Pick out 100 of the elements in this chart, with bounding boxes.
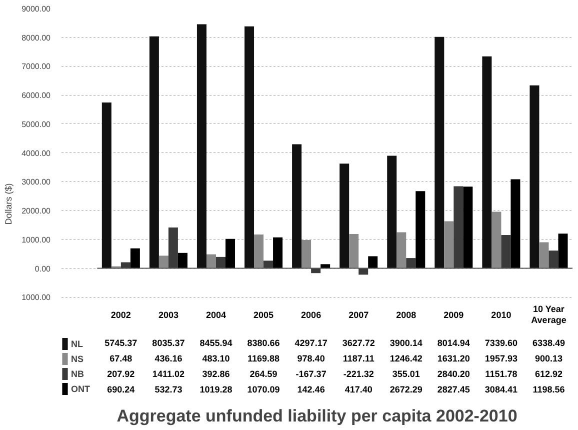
bar bbox=[492, 212, 502, 268]
data-label: 8380.66 bbox=[247, 338, 280, 348]
x-tick-label: 2010 bbox=[491, 310, 512, 320]
y-tick-label: 9000.00 bbox=[22, 4, 52, 14]
data-label: 1151.78 bbox=[485, 368, 518, 379]
y-tick-label: 2000.00 bbox=[22, 206, 52, 216]
y-tick-label: 8000.00 bbox=[22, 33, 52, 42]
bar bbox=[539, 242, 549, 268]
x-tick-label: 2007 bbox=[348, 310, 369, 320]
bar bbox=[196, 24, 206, 268]
bar bbox=[340, 164, 350, 268]
legend-label: ONT bbox=[71, 382, 91, 396]
x-tick-label: 2009 bbox=[444, 310, 464, 320]
data-label: 1631.20 bbox=[437, 354, 470, 364]
data-label: 3084.41 bbox=[484, 384, 518, 394]
x-tick-label: 2003 bbox=[158, 310, 178, 320]
bar bbox=[548, 250, 558, 268]
bar bbox=[454, 186, 464, 268]
bar bbox=[558, 234, 568, 268]
bar bbox=[149, 36, 159, 268]
bar bbox=[396, 232, 406, 268]
data-label: 1957.93 bbox=[484, 354, 518, 364]
data-label: 690.24 bbox=[107, 384, 135, 394]
data-label: 1198.56 bbox=[532, 384, 565, 394]
bar bbox=[320, 264, 330, 268]
data-label: 3900.14 bbox=[390, 338, 422, 348]
x-tick-label: 2002 bbox=[110, 310, 131, 320]
data-label: 7339.60 bbox=[484, 338, 518, 348]
data-label: 2840.20 bbox=[437, 368, 470, 379]
data-label: 355.01 bbox=[392, 368, 420, 379]
y-tick-label: 4000.00 bbox=[22, 148, 52, 158]
bar bbox=[292, 144, 302, 268]
bar bbox=[416, 191, 426, 268]
data-label: 532.73 bbox=[154, 384, 182, 394]
data-label: 483.10 bbox=[202, 354, 230, 364]
x-tick-label: 2008 bbox=[396, 310, 416, 320]
data-label: 612.92 bbox=[534, 368, 562, 379]
bar bbox=[130, 248, 140, 268]
bar bbox=[368, 256, 378, 268]
data-label: 392.86 bbox=[202, 368, 230, 379]
text: Aggregate unfunded liability per capita 2002-2010 bbox=[116, 406, 518, 426]
data-label: 1246.42 bbox=[390, 354, 422, 364]
y-tick-label: 1000.00 bbox=[22, 293, 52, 302]
legend-label: NB bbox=[71, 368, 85, 380]
bar bbox=[168, 228, 178, 268]
legend-label: NL bbox=[71, 338, 84, 350]
y-tick-label: 0.00 bbox=[34, 264, 52, 274]
bar bbox=[225, 238, 235, 268]
data-label: 142.46 bbox=[297, 384, 325, 394]
data-label: 3627.72 bbox=[342, 338, 375, 348]
data-label: 1169.88 bbox=[248, 354, 280, 364]
bar bbox=[444, 221, 454, 268]
data-label: 436.16 bbox=[154, 354, 182, 364]
y-tick-label: 1000.00 bbox=[22, 235, 52, 244]
bar bbox=[406, 258, 416, 268]
data-label: 978.40 bbox=[297, 354, 325, 364]
bar bbox=[463, 186, 473, 268]
bar bbox=[120, 262, 130, 268]
x-tick-label: 10 Year Average bbox=[531, 304, 566, 326]
bar bbox=[178, 252, 188, 268]
bar bbox=[102, 102, 112, 268]
data-label: 207.92 bbox=[107, 368, 135, 379]
data-label: 5745.37 bbox=[104, 338, 138, 348]
bar bbox=[501, 235, 511, 268]
data-label: 1411.02 bbox=[152, 368, 184, 379]
data-label: 6338.49 bbox=[532, 338, 566, 348]
x-tick-label: 2004 bbox=[206, 310, 226, 320]
data-label: 1019.28 bbox=[200, 384, 232, 394]
bar bbox=[254, 234, 264, 268]
data-label: 8014.94 bbox=[437, 338, 470, 348]
bar bbox=[349, 234, 359, 268]
bar bbox=[216, 256, 226, 268]
data-label: 264.59 bbox=[250, 368, 278, 379]
bar bbox=[158, 256, 168, 268]
y-tick-label: 3000.00 bbox=[22, 178, 52, 187]
legend-label: NS bbox=[71, 352, 85, 366]
data-label: -167.37 bbox=[296, 368, 326, 379]
data-label: 1070.09 bbox=[247, 384, 280, 394]
x-tick-label: 2005 bbox=[254, 310, 274, 320]
bar bbox=[273, 237, 283, 268]
data-label: 8455.94 bbox=[200, 338, 232, 348]
bar bbox=[510, 179, 520, 268]
bar bbox=[264, 260, 274, 268]
data-label: 4297.17 bbox=[294, 338, 328, 348]
data-label: -221.32 bbox=[343, 368, 374, 379]
bar bbox=[244, 26, 254, 268]
y-tick-label: 5000.00 bbox=[22, 120, 52, 129]
data-label: 1187.11 bbox=[342, 354, 374, 364]
bar bbox=[530, 85, 540, 268]
data-label: 900.13 bbox=[534, 354, 562, 364]
bar bbox=[206, 254, 216, 268]
data-label: 417.40 bbox=[344, 384, 372, 394]
data-label: 8035.37 bbox=[152, 338, 185, 348]
y-tick-label: 6000.00 bbox=[22, 91, 52, 100]
bar bbox=[387, 156, 397, 268]
bar bbox=[302, 240, 312, 268]
bar bbox=[434, 36, 444, 268]
bar bbox=[482, 56, 492, 268]
y-axis-title: Dollars ($) bbox=[4, 183, 14, 225]
y-tick-label: 7000.00 bbox=[22, 62, 52, 72]
